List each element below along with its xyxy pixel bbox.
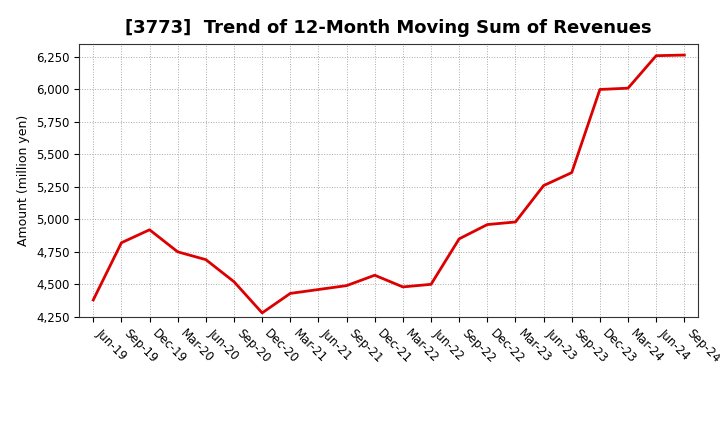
Y-axis label: Amount (million yen): Amount (million yen) [17, 115, 30, 246]
Title: [3773]  Trend of 12-Month Moving Sum of Revenues: [3773] Trend of 12-Month Moving Sum of R… [125, 19, 652, 37]
